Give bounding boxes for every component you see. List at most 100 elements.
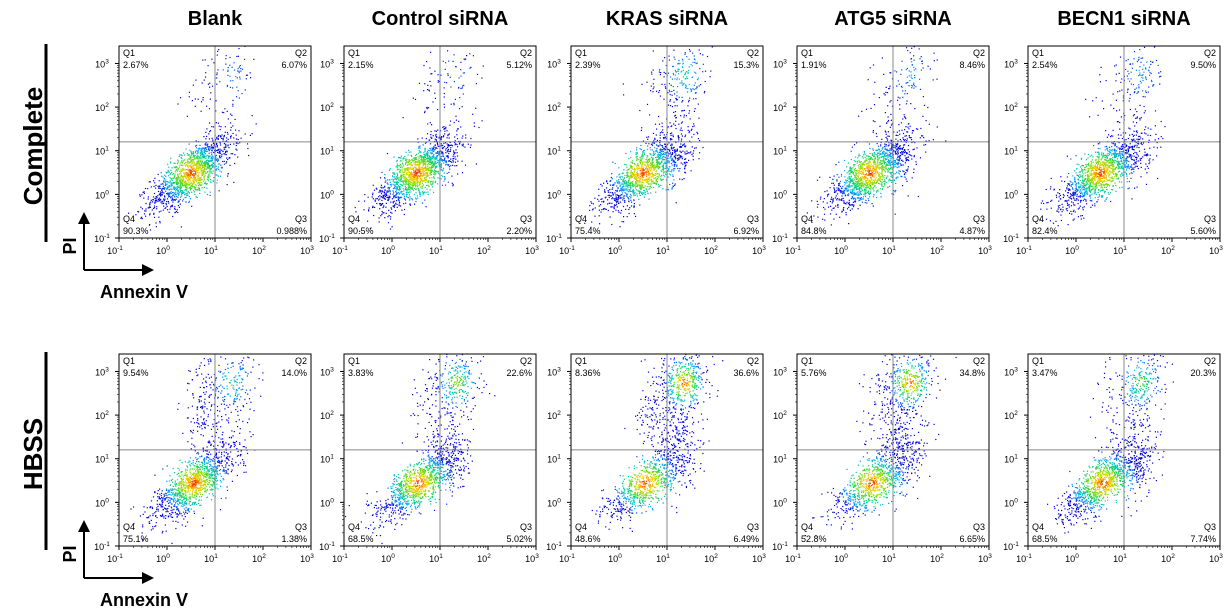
scatter-point [648,160,650,162]
scatter-point [631,162,634,164]
scatter-point [429,181,431,183]
scatter-point [236,141,238,143]
scatter-point [628,181,630,183]
scatter-point [431,168,433,170]
scatter-point [668,83,670,85]
scatter-point [673,111,675,113]
scatter-point [413,174,416,176]
scatter-point [642,151,644,153]
scatter-point [422,170,424,172]
scatter-point [693,133,695,135]
scatter-point [398,185,400,188]
scatter-point [211,146,213,148]
x-axis-label-1: Annexin V [100,590,188,610]
scatter-point [681,178,683,181]
scatter-point [253,58,255,60]
scatter-point [675,202,677,204]
scatter-point [865,158,867,160]
scatter-point [668,153,670,155]
scatter-point [449,168,451,170]
scatter-point [646,178,648,180]
scatter-point [612,193,614,195]
scatter-point [428,156,430,158]
scatter-point [617,194,619,196]
scatter-point [447,135,449,137]
scatter-point [203,136,205,138]
scatter-point [211,150,213,152]
scatter-point [625,194,627,196]
scatter-point [682,100,684,102]
scatter-point [679,129,681,131]
scatter-point [388,197,390,199]
scatter-point [404,155,406,158]
scatter-point [437,172,439,174]
scatter-point [428,161,430,163]
scatter-point [463,84,465,86]
scatter-points [128,46,257,231]
scatter-point [236,138,238,140]
scatter-point [615,197,618,199]
scatter-point [624,163,626,165]
scatter-point [453,80,455,83]
scatter-point [216,137,218,139]
scatter-point [425,160,427,163]
scatter-point [609,216,611,218]
scatter-point [235,76,237,78]
scatter-point [671,170,673,172]
scatter-point [410,178,412,180]
scatter-point [217,160,219,163]
scatter-point [413,177,415,179]
scatter-point [378,203,381,205]
scatter-point [407,169,409,171]
scatter-point [176,190,178,192]
scatter-point [423,174,425,176]
scatter-point [623,183,626,185]
scatter-point [398,196,400,198]
scatter-point [208,178,210,180]
scatter-point [226,140,228,142]
scatter-point [619,182,621,184]
scatter-point [419,172,422,174]
scatter-point [674,93,676,95]
scatter-point [611,202,613,204]
scatter-point [419,161,421,164]
scatter-point [641,83,643,85]
scatter-point [640,181,642,183]
scatter-point [398,157,400,159]
scatter-point [630,174,633,176]
scatter-point [235,142,237,144]
scatter-point [423,64,425,67]
scatter-point [909,137,911,139]
scatter-point [629,195,631,197]
scatter-point [652,132,655,134]
scatter-point [669,174,672,176]
scatter-point [431,186,434,188]
scatter-point [408,194,410,196]
scatter-point [188,201,190,203]
scatter-point [461,160,463,162]
scatter-point [418,166,421,168]
scatter-point [668,173,670,175]
scatter-point [128,212,130,214]
scatter-point [628,168,630,170]
scatter-point [417,175,419,177]
scatter-point [419,168,421,170]
scatter-point [232,153,234,155]
scatter-point [149,202,151,204]
scatter-point [142,191,144,193]
scatter-point [442,176,444,178]
scatter-point [220,167,222,169]
scatter-point [440,156,442,158]
scatter-point [394,186,396,189]
scatter-point [421,156,423,158]
scatter-point [153,180,155,182]
scatter-point [679,178,681,180]
scatter-point [405,189,407,191]
scatter-point [166,183,168,185]
scatter-point [663,147,665,149]
scatter-point [428,180,430,182]
scatter-point [650,178,652,180]
scatter-point [660,184,662,187]
scatter-point [430,165,433,167]
scatter-point [662,60,664,62]
